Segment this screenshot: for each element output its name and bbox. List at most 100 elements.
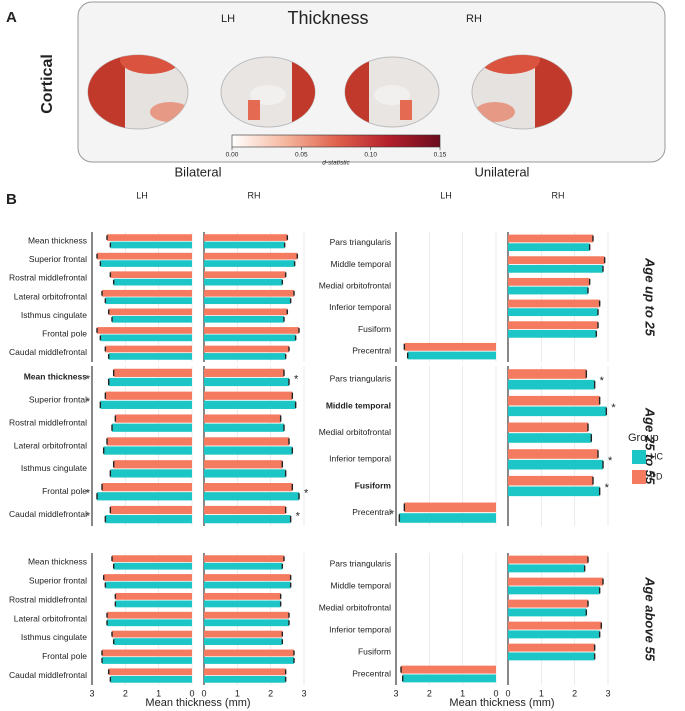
bar [204,437,289,446]
x-tick-label: 2 [427,688,432,698]
bar [100,260,192,267]
bar [113,460,192,469]
category-label: Frontal pole [42,651,87,661]
bar [204,675,286,683]
bar [204,271,286,279]
bar [105,391,192,400]
x-tick-label: 1 [156,688,161,698]
bar [112,423,192,432]
category-label: Mean thickness [28,236,87,246]
bar [508,486,600,497]
x-tick-label: 2 [123,688,128,698]
bar [204,630,283,638]
bar [508,286,588,295]
bar [108,668,192,676]
colorbar [231,134,441,148]
legend-swatch [632,470,646,484]
bar [204,234,288,241]
bar [108,353,192,360]
category-label: Middle temporal [331,259,392,269]
bar [204,308,288,316]
bar [204,345,289,353]
bar [508,643,595,652]
bar [204,492,299,501]
colorbar-tick-label: 0.05 [295,152,308,159]
brain-lh-medial [220,56,316,128]
bar [102,289,192,297]
category-label: Rostral middlefrontal [9,417,87,427]
section-title: Unilateral [475,164,530,179]
bar [204,649,294,657]
category-label: Fusiform [355,480,392,490]
bar [115,600,192,608]
bar [508,329,597,338]
category-label: Precentral [352,345,391,355]
bar [508,406,607,417]
x-tick-label: 2 [572,688,577,698]
bar [508,586,600,595]
bar [508,652,595,661]
colorbar-tick-label: 0.00 [226,152,239,159]
category-label: Precentral [352,668,391,678]
bar [204,446,293,455]
x-tick-label: 1 [460,688,465,698]
bar [204,611,289,619]
bar [404,342,496,351]
column-header: RH [248,190,261,200]
category-label: Caudal middlefrontal [9,670,87,680]
category-label: Medial orbitofrontal [319,280,391,290]
significance-mark: * [605,482,610,494]
bar [97,252,192,260]
bar [204,555,284,563]
bar [204,515,291,524]
brain-lh-lateral [87,54,189,130]
panel-label: A [6,9,17,26]
bar [103,574,192,581]
bar [508,449,598,459]
colorbar-tick-label: 0.15 [434,152,447,159]
bar [105,345,192,353]
bar [105,297,192,305]
bar [100,334,192,342]
category-label: Frontal pole [42,328,87,338]
bar [102,657,192,664]
bar [110,241,192,249]
category-label: Pars triangularis [330,237,391,247]
row-label: Cortical [39,54,56,114]
bar [107,437,192,446]
category-label: Mean thickness [28,557,87,567]
category-label: Pars triangularis [330,558,391,568]
column-header: RH [552,190,565,200]
x-tick-label: 1 [235,688,240,698]
category-label: Lateral orbitofrontal [14,440,87,450]
category-label: Mean thickness [24,372,88,382]
bar [110,675,192,683]
x-tick-label: 3 [89,688,94,698]
bar [204,400,296,409]
category-label: Medial orbitofrontal [319,427,391,437]
bar [204,278,283,286]
bar [508,630,600,639]
bar [204,562,283,570]
x-tick-label: 2 [268,688,273,698]
category-label: Middle temporal [326,400,391,410]
bar [508,379,595,390]
bar [103,446,192,455]
bar [102,649,192,657]
category-label: Lateral orbitofrontal [14,613,87,623]
significance-mark: * [86,396,91,408]
bar [204,327,299,334]
bar [204,297,291,305]
bar [508,234,593,243]
bar [508,422,588,433]
bar [204,668,286,676]
category-label: Inferior temporal [329,454,391,464]
hemisphere-label: LH [221,13,235,25]
bar [204,574,291,581]
bar [204,581,291,589]
bar [204,315,284,323]
bar [115,414,192,423]
bar [204,334,296,342]
bar [105,581,192,589]
